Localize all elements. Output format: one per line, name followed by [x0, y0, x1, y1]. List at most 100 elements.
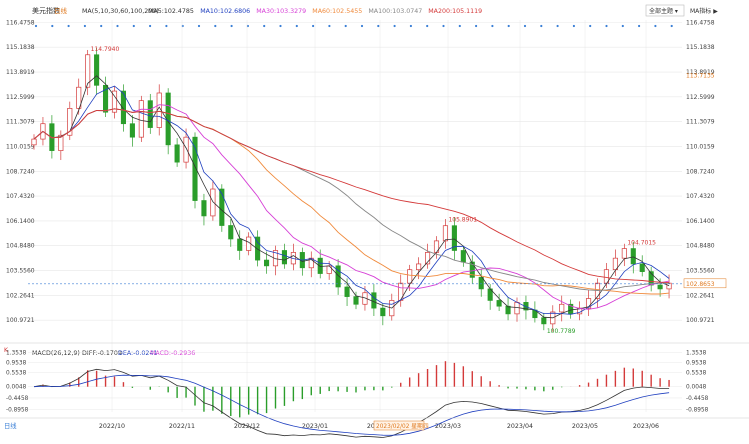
- event-marker[interactable]: [393, 24, 396, 28]
- y-tick-label-right: 116.4758: [686, 19, 715, 26]
- candle[interactable]: [559, 303, 565, 313]
- event-marker[interactable]: [312, 24, 315, 28]
- candle[interactable]: [335, 265, 341, 288]
- candle[interactable]: [657, 284, 663, 290]
- candle[interactable]: [586, 298, 592, 309]
- candle[interactable]: [317, 257, 323, 274]
- candle[interactable]: [138, 100, 144, 138]
- event-marker[interactable]: [344, 24, 347, 28]
- event-marker[interactable]: [51, 24, 54, 28]
- candle[interactable]: [496, 300, 502, 307]
- event-marker[interactable]: [523, 24, 527, 28]
- event-marker[interactable]: [34, 24, 38, 28]
- candle[interactable]: [111, 90, 118, 113]
- event-marker[interactable]: [67, 24, 70, 28]
- event-marker[interactable]: [83, 24, 86, 28]
- candle[interactable]: [201, 200, 207, 217]
- event-marker[interactable]: [556, 24, 559, 28]
- candle[interactable]: [183, 136, 189, 163]
- candle[interactable]: [344, 286, 350, 297]
- event-marker[interactable]: [100, 24, 103, 28]
- y-tick-label: 104.8480: [6, 243, 35, 250]
- candle[interactable]: [281, 250, 287, 265]
- event-marker[interactable]: [165, 24, 168, 28]
- candle[interactable]: [31, 138, 37, 146]
- candle[interactable]: [541, 317, 547, 325]
- candle[interactable]: [639, 263, 645, 272]
- candle[interactable]: [264, 259, 270, 267]
- candle[interactable]: [58, 134, 64, 151]
- macd-tick: 0.0048: [6, 385, 27, 391]
- candle[interactable]: [76, 86, 82, 109]
- event-marker[interactable]: [214, 24, 217, 28]
- event-marker[interactable]: [149, 24, 152, 28]
- candle[interactable]: [272, 250, 279, 267]
- candle[interactable]: [371, 292, 377, 309]
- x-tick-label: 2023/05: [572, 423, 598, 430]
- candle[interactable]: [416, 263, 422, 271]
- candle[interactable]: [228, 225, 234, 240]
- macd-tick-right: -0.4458: [686, 396, 709, 402]
- candle[interactable]: [460, 250, 466, 263]
- candle[interactable]: [174, 144, 180, 163]
- event-marker[interactable]: [621, 24, 624, 28]
- candle[interactable]: [353, 296, 359, 305]
- event-marker[interactable]: [116, 24, 119, 28]
- candle[interactable]: [67, 108, 73, 136]
- event-marker[interactable]: [328, 24, 331, 28]
- candle[interactable]: [380, 307, 386, 317]
- candle[interactable]: [237, 238, 243, 251]
- macd-value: MACD:-0.2936: [150, 350, 195, 357]
- event-marker[interactable]: [589, 24, 592, 28]
- candle[interactable]: [94, 54, 100, 86]
- event-marker[interactable]: [377, 24, 380, 28]
- event-marker[interactable]: [458, 24, 461, 28]
- candle[interactable]: [103, 84, 109, 113]
- event-marker[interactable]: [491, 24, 494, 28]
- event-marker[interactable]: [295, 24, 298, 28]
- event-marker[interactable]: [263, 24, 266, 28]
- ma30-line: [33, 104, 670, 310]
- event-marker[interactable]: [475, 24, 478, 28]
- candle[interactable]: [407, 269, 413, 284]
- candle[interactable]: [147, 100, 153, 128]
- event-marker[interactable]: [572, 24, 576, 28]
- candle[interactable]: [568, 303, 574, 315]
- event-marker[interactable]: [279, 24, 282, 28]
- candle[interactable]: [630, 248, 636, 265]
- event-marker[interactable]: [246, 24, 249, 28]
- event-marker[interactable]: [540, 24, 543, 28]
- candle[interactable]: [469, 261, 475, 278]
- event-marker[interactable]: [654, 24, 657, 28]
- event-marker[interactable]: [360, 24, 364, 28]
- event-marker[interactable]: [507, 24, 510, 28]
- candle[interactable]: [210, 188, 216, 217]
- candle[interactable]: [192, 136, 198, 201]
- y-tick-label-right: 113.8919: [686, 69, 715, 76]
- candle[interactable]: [451, 225, 457, 251]
- event-marker[interactable]: [230, 24, 233, 28]
- candle[interactable]: [478, 277, 484, 290]
- candle[interactable]: [129, 123, 135, 138]
- event-marker[interactable]: [426, 24, 429, 28]
- event-marker[interactable]: [638, 24, 641, 28]
- event-marker[interactable]: [605, 24, 608, 28]
- candle[interactable]: [255, 236, 261, 261]
- event-marker[interactable]: [132, 24, 135, 28]
- x-tick-label: 2022/11: [169, 423, 195, 430]
- event-marker[interactable]: [409, 24, 412, 28]
- theme-dropdown[interactable]: [645, 4, 685, 17]
- candle[interactable]: [442, 225, 448, 242]
- candle[interactable]: [308, 257, 314, 269]
- candle[interactable]: [505, 305, 511, 315]
- y-tick-label-right: 108.7240: [686, 168, 715, 175]
- candle[interactable]: [425, 252, 431, 265]
- candle[interactable]: [120, 90, 126, 125]
- event-marker[interactable]: [197, 24, 201, 28]
- candle[interactable]: [85, 54, 91, 88]
- event-marker[interactable]: [442, 24, 445, 28]
- y-tick-label-right: 102.2641: [686, 292, 715, 299]
- candle[interactable]: [621, 248, 627, 259]
- event-marker[interactable]: [670, 24, 673, 28]
- candle[interactable]: [219, 188, 225, 226]
